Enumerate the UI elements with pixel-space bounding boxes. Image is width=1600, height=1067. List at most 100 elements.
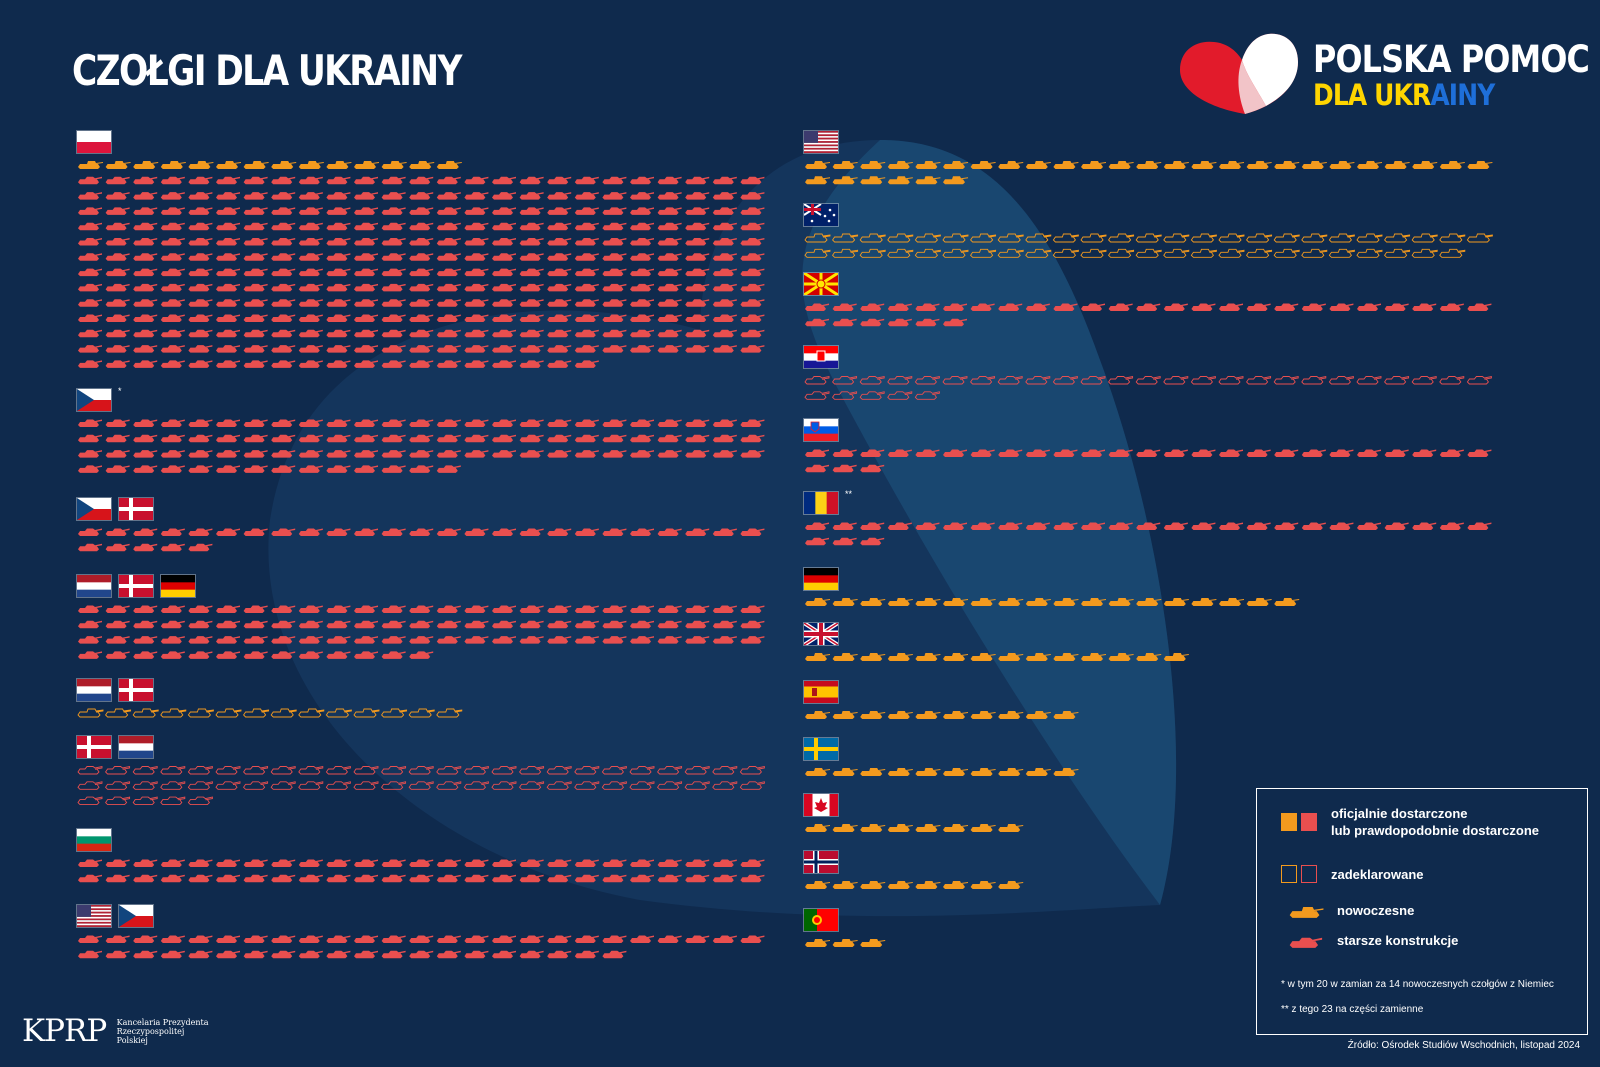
- older-tank-mark: [160, 192, 185, 200]
- modern-tank-mark: [998, 824, 1024, 832]
- older-tank-mark: [657, 874, 682, 883]
- flag-nl-icon: [76, 574, 112, 598]
- older-tank-mark: [547, 268, 572, 277]
- older-tank-mark: [409, 268, 434, 277]
- older-tank-mark: [216, 434, 240, 443]
- older-tank-mark: [1439, 449, 1464, 457]
- older-tank-mark: [630, 192, 654, 200]
- modern-tank-mark: [805, 939, 830, 947]
- older-tank-mark: [519, 268, 544, 277]
- older-tank-mark: [187, 796, 213, 806]
- older-tank-mark: [326, 238, 351, 246]
- older-tank-mark: [657, 268, 682, 277]
- older-tank-mark: [970, 303, 995, 311]
- older-tank-mark: [1053, 449, 1078, 457]
- modern-tank-mark: [105, 708, 132, 718]
- older-tank-mark: [464, 636, 489, 644]
- older-tank-mark: [188, 528, 213, 536]
- older-tank-mark: [712, 765, 738, 775]
- older-tank-mark: [271, 176, 296, 185]
- brand-line2-b: AINY: [1430, 78, 1495, 112]
- footnote-mark: **: [845, 489, 853, 499]
- older-tank-mark: [381, 765, 407, 775]
- flag-au-icon: [803, 203, 839, 227]
- older-tank-mark: [243, 950, 268, 959]
- older-tank-mark: [133, 620, 158, 629]
- older-tank-mark: [354, 283, 378, 292]
- modern-tank-mark: [78, 161, 103, 169]
- older-tank-mark: [546, 765, 572, 775]
- older-tank-mark: [409, 192, 434, 200]
- older-tank-mark: [436, 329, 461, 338]
- modern-tank-mark: [887, 598, 913, 606]
- older-tank-mark: [216, 299, 240, 307]
- older-tank-mark: [381, 859, 406, 867]
- older-tank-mark: [519, 283, 544, 292]
- older-tank-mark: [860, 464, 885, 473]
- older-tank-mark: [805, 537, 829, 546]
- older-tank-mark: [657, 419, 682, 427]
- modern-tank-mark: [832, 653, 858, 661]
- older-tank-mark: [381, 238, 406, 246]
- older-tank-mark: [832, 522, 857, 530]
- older-tank-mark: [1025, 449, 1050, 457]
- older-tank-mark: [325, 781, 351, 790]
- older-tank-mark: [409, 935, 434, 943]
- older-tank-mark: [409, 605, 434, 613]
- older-tank-mark: [1301, 449, 1326, 457]
- older-tank-mark: [740, 314, 765, 322]
- older-tank-mark: [1467, 303, 1492, 311]
- flag-cz-icon: [118, 904, 154, 928]
- modern-tank-mark: [1384, 233, 1411, 243]
- older-tank-mark: [832, 303, 857, 311]
- modern-tank-mark: [1356, 248, 1383, 258]
- older-tank-mark: [436, 176, 461, 185]
- older-tank-mark: [547, 192, 572, 200]
- older-tank-mark: [602, 419, 627, 427]
- modern-tank-mark: [1301, 248, 1328, 258]
- older-tank-mark: [326, 419, 351, 427]
- older-tank-mark: [1301, 375, 1327, 385]
- older-tank-mark: [574, 222, 599, 231]
- modern-tank-mark: [326, 161, 352, 169]
- older-tank-mark: [243, 283, 268, 292]
- modern-tank-mark: [805, 176, 830, 185]
- modern-tank-mark: [216, 161, 241, 169]
- older-tank-mark: [133, 419, 158, 427]
- older-tank-mark: [630, 238, 654, 246]
- older-tank-mark: [160, 360, 185, 368]
- modern-tank-mark: [160, 161, 186, 169]
- modern-tank-mark: [1135, 248, 1162, 258]
- older-tank-mark: [1274, 303, 1299, 311]
- older-tank-mark: [326, 207, 351, 215]
- older-tank-mark: [685, 329, 710, 338]
- older-tank-mark: [160, 253, 185, 261]
- older-tank-mark: [381, 360, 406, 368]
- older-tank-mark: [519, 636, 544, 644]
- modern-tank-mark: [942, 248, 969, 258]
- older-tank-mark: [243, 620, 268, 629]
- older-tank-mark: [464, 253, 489, 261]
- modern-tank-mark: [887, 161, 913, 169]
- older-tank-mark: [574, 935, 599, 943]
- older-tank-mark: [685, 299, 710, 307]
- older-tank-mark: [243, 345, 268, 353]
- older-tank-mark: [602, 192, 627, 200]
- donor-flags: [76, 574, 196, 598]
- older-tank-mark: [326, 874, 351, 883]
- modern-tank-mark: [1025, 598, 1051, 606]
- older-tank-mark: [133, 314, 158, 322]
- older-tank-mark: [216, 651, 240, 659]
- modern-tank-mark: [970, 711, 996, 719]
- modern-tank-mark: [1053, 598, 1079, 606]
- older-tank-mark: [409, 329, 434, 338]
- older-tank-mark: [712, 935, 737, 943]
- older-tank-mark: [188, 207, 213, 215]
- older-tank-mark: [492, 450, 516, 458]
- older-tank-mark: [160, 859, 185, 867]
- modern-tank-mark: [860, 711, 886, 719]
- older-tank-mark: [1328, 375, 1354, 385]
- flag-si-icon: [803, 418, 839, 442]
- older-tank-mark: [436, 765, 462, 775]
